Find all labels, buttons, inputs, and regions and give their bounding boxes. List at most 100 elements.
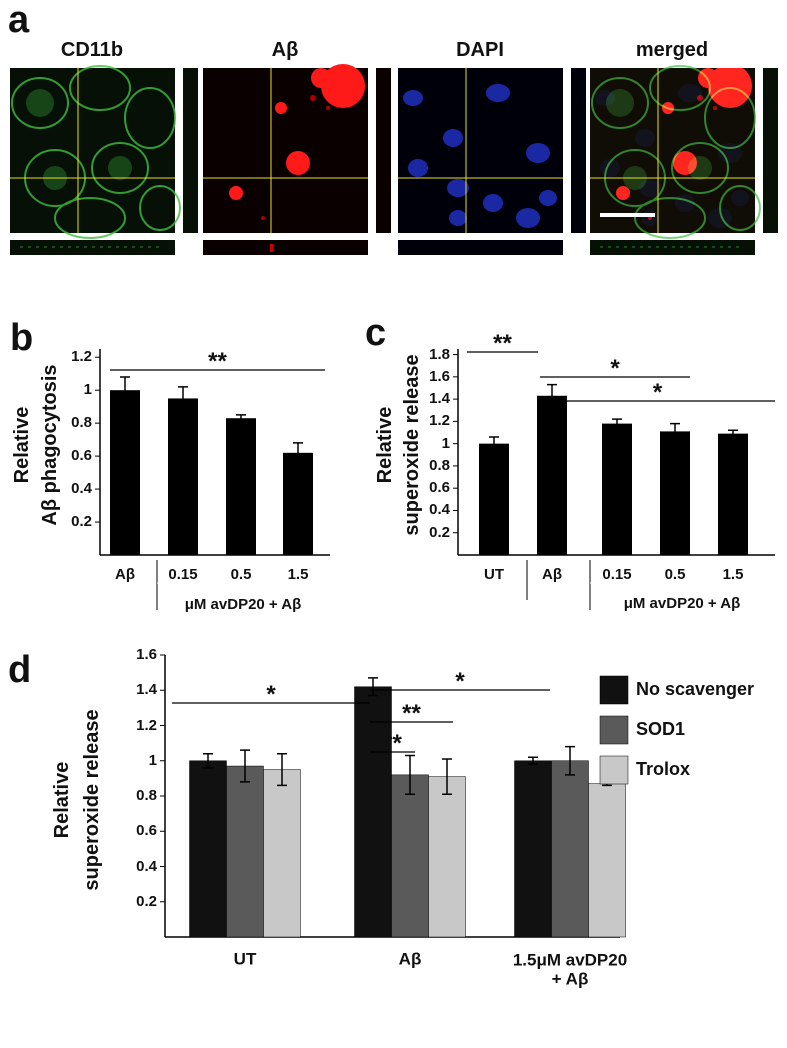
y-tick-label: 0.4: [71, 479, 92, 497]
error-bar: [236, 414, 246, 423]
legend-swatch: [599, 675, 629, 705]
y-tick-label: 1.8: [429, 345, 450, 363]
significance-label: **: [208, 347, 227, 375]
micrograph-merged: [589, 64, 778, 255]
y-axis-label: superoxide release: [81, 709, 103, 891]
error-bar: [405, 754, 415, 795]
legend-label: Trolox: [636, 759, 691, 780]
error-bar: [368, 677, 378, 697]
x-tick-label: 1.5μM avDP20 + Aβ: [512, 950, 628, 988]
bar: [537, 395, 567, 555]
error-bar: [203, 752, 213, 769]
x-tick-label: UT: [484, 565, 504, 583]
y-tick-label: 0.8: [71, 413, 92, 431]
bar: [479, 443, 509, 555]
error-bar: [728, 429, 738, 438]
bar: [283, 452, 313, 555]
micrograph-dapi: [397, 67, 586, 255]
image-title: Aβ: [271, 39, 299, 61]
significance-label: *: [610, 354, 620, 382]
y-tick-label: 0.8: [429, 456, 450, 474]
significance-label: **: [402, 699, 421, 727]
bar: [263, 769, 301, 938]
significance-label: **: [383, 729, 402, 757]
bar: [428, 776, 466, 938]
y-axis-label: Aβ phagocytosis: [39, 364, 61, 526]
y-tick-label: 1.6: [136, 645, 157, 663]
image-title: DAPI: [456, 39, 504, 61]
error-bar: [442, 758, 452, 795]
micrograph-cd11b: [9, 65, 198, 255]
error-bar: [528, 756, 538, 766]
x-tick-label: 1.5: [287, 565, 309, 583]
y-tick-label: 0.6: [429, 478, 450, 496]
bar: [226, 418, 256, 555]
y-tick-label: 1: [441, 434, 450, 452]
y-tick-label: 1.4: [136, 681, 157, 698]
bar: [354, 686, 392, 938]
panel-label: c: [365, 312, 387, 354]
legend-swatch: [599, 755, 629, 785]
error-bar: [565, 745, 575, 776]
significance-label: *: [652, 378, 663, 406]
x-tick-label: 0.15: [602, 565, 632, 583]
bar: [551, 760, 589, 938]
image-title: merged: [635, 39, 709, 61]
error-bar: [670, 422, 680, 440]
bar: [718, 433, 748, 555]
bar: [168, 398, 198, 555]
panel-label: d: [8, 649, 32, 691]
x-tick-label: Aβ: [398, 949, 422, 969]
error-bar: [612, 418, 622, 429]
y-tick-label: 0.4: [429, 501, 450, 519]
x-tick-label: 0.5: [230, 565, 252, 583]
x-tick-label: Aβ: [115, 565, 135, 583]
group-label: μM avDP20 + Aβ: [184, 595, 302, 613]
error-bar: [178, 386, 188, 411]
error-bar: [277, 752, 287, 787]
x-tick-label: UT: [233, 949, 257, 969]
y-tick-label: 0.4: [136, 857, 157, 875]
bar: [391, 774, 429, 938]
y-tick-label: 0.8: [136, 786, 157, 804]
y-axis-label: superoxide release: [401, 354, 423, 536]
bar: [226, 765, 264, 938]
x-tick-label: 1.5: [722, 565, 744, 583]
y-tick-label: 1.4: [429, 389, 450, 407]
micrograph-abeta: [202, 64, 391, 255]
y-tick-label: 0.2: [71, 512, 92, 530]
panel-label: a: [8, 0, 30, 41]
y-tick-label: 0.6: [136, 822, 157, 839]
bar: [514, 760, 552, 938]
y-tick-label: 0.2: [429, 523, 450, 541]
y-tick-label: 0.6: [71, 446, 92, 464]
y-axis-label: Relative: [11, 406, 33, 484]
x-tick-label: Aβ: [542, 565, 562, 583]
y-tick-label: 1.2: [136, 716, 157, 734]
bar: [602, 423, 632, 555]
y-tick-label: 0.2: [136, 892, 157, 910]
y-tick-label: 1.6: [429, 367, 450, 385]
y-axis-label: Relative: [374, 406, 396, 484]
error-bar: [547, 383, 557, 408]
significance-label: *: [455, 667, 465, 695]
y-tick-label: 1: [148, 751, 157, 769]
y-tick-label: 1: [83, 380, 92, 398]
group-label: μM avDP20 + Aβ: [623, 594, 741, 612]
x-tick-label: 0.15: [168, 565, 198, 583]
error-bar: [293, 442, 303, 464]
bar: [588, 783, 626, 938]
legend-label: No scavenger: [636, 679, 755, 700]
significance-label: *: [266, 680, 276, 708]
error-bar: [240, 749, 250, 783]
x-tick-label: 0.5: [664, 565, 686, 583]
y-tick-label: 1.2: [429, 412, 450, 430]
significance-label: **: [493, 329, 512, 357]
error-bar: [489, 436, 499, 452]
legend-label: SOD1: [636, 719, 686, 740]
y-axis-label: Relative: [51, 761, 73, 839]
error-bar: [120, 376, 130, 405]
y-tick-label: 1.2: [71, 347, 92, 365]
